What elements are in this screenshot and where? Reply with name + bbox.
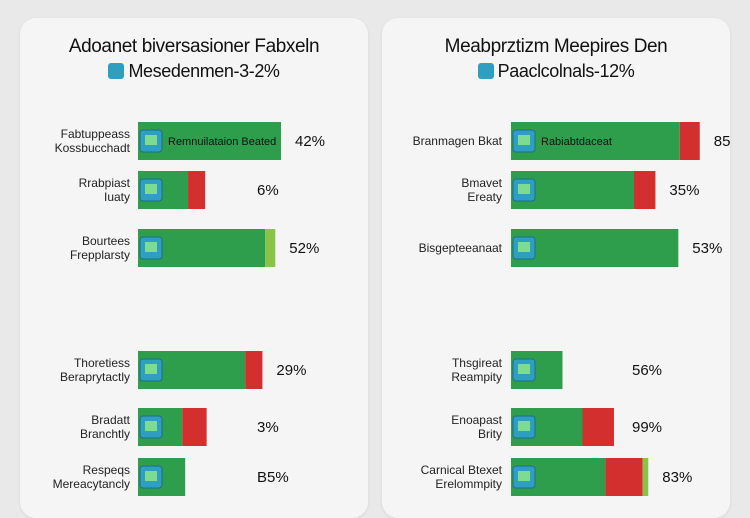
category-label: Rrabpiast Iuaty: [79, 176, 131, 204]
category-label: Branmagen Bkat: [413, 134, 503, 148]
building-icon-window: [145, 135, 157, 145]
category-label-line: Thsgireat: [452, 356, 503, 370]
building-icon-window: [518, 421, 530, 431]
chart-panel-left: Adoanet biversasioner Fabxeln Mesedenmen…: [20, 18, 368, 518]
building-icon-window: [518, 135, 530, 145]
category-label-line: Enoapast: [451, 413, 502, 427]
bar-segment: [582, 408, 614, 446]
bar-chart-right: Branmagen Bkat Rabiabtdaceat 85% BmavetErea…: [413, 122, 730, 496]
category-label: Bisgepteeanaat: [419, 241, 503, 255]
category-label-line: Respeqs: [83, 463, 130, 477]
bar-segment: [511, 229, 679, 267]
bar-inner-label: Rabiabtdaceat: [541, 136, 612, 148]
chart-title: Adoanet biversasioner Fabxeln: [68, 36, 320, 57]
value-label: 6%: [257, 182, 279, 199]
bar-inner-label: Remnuilataion Beated: [168, 136, 276, 148]
chart-title: Meabprztizm Meepires Den: [444, 36, 668, 57]
badge-icon: [108, 63, 125, 79]
bar-segment: [265, 229, 276, 267]
category-label-line: Bisgepteeanaat: [419, 241, 503, 255]
category-label: Enoapast Brity: [451, 413, 502, 441]
chart-panel-right: Meabprztizm Meepires Den Paaclcolnals-12…: [382, 18, 730, 518]
value-label: 35%: [669, 182, 699, 199]
building-icon-window: [518, 184, 530, 194]
value-label: 56%: [632, 362, 662, 379]
value-label: 83%: [662, 469, 692, 486]
value-label: 85%: [714, 133, 730, 150]
value-label: 3%: [257, 419, 279, 436]
category-label: Carnical Btexet Erelommpity: [421, 463, 503, 491]
bar-segment: [182, 408, 207, 446]
category-label-line: Bourtees: [82, 234, 130, 248]
category-label: Fabtuppeass Kossbucchadt: [55, 127, 131, 155]
value-label: 52%: [289, 240, 319, 257]
category-label: Bourtees Frepplarsty: [70, 234, 130, 262]
building-icon-window: [518, 364, 530, 374]
category-label: Thsgireat Reampity: [451, 356, 502, 384]
building-icon-window: [145, 471, 157, 481]
category-label-line: Reampity: [451, 370, 502, 384]
category-label-line: Mereacytancly: [53, 477, 130, 491]
category-label-line: Fabtuppeass: [61, 127, 130, 141]
bar-segment: [642, 458, 649, 496]
category-label: Respeqs Mereacytancly: [53, 463, 130, 491]
bar-segment: [633, 171, 656, 209]
category-label-line: Erelommpity: [435, 477, 502, 491]
bar-chart-left: Fabtuppeass Kossbucchadt Remnuilataion Bea…: [53, 122, 325, 496]
category-label-line: Bradatt: [91, 413, 130, 427]
chart-subtitle-text: Mesedenmen-3-2%: [128, 61, 280, 81]
bar-segment: [605, 458, 643, 496]
badge-icon: [477, 63, 494, 79]
category-label-line: Branmagen Bkat: [413, 134, 503, 148]
chart-subtitle: Paaclcolnals-12%: [382, 61, 730, 82]
building-icon-window: [145, 364, 157, 374]
bar-segment: [511, 122, 680, 160]
category-label-line: Ereaty: [467, 190, 502, 204]
building-icon-window: [145, 184, 157, 194]
category-label-line: Kossbucchadt: [55, 141, 131, 155]
bar-segment: [188, 171, 206, 209]
category-label: Bradatt Branchtly: [80, 413, 131, 441]
value-label: 29%: [276, 362, 306, 379]
building-icon-window: [145, 421, 157, 431]
value-label: 53%: [692, 240, 722, 257]
value-label: B5%: [257, 469, 289, 486]
bar-segment: [245, 351, 263, 389]
building-icon-window: [518, 242, 530, 252]
category-label-line: Branchtly: [80, 427, 130, 441]
chart-subtitle-text: Paaclcolnals-12%: [497, 61, 635, 81]
category-label-line: Carnical Btexet: [421, 463, 503, 477]
building-icon-window: [145, 242, 157, 252]
category-label-line: Bmavet: [461, 176, 502, 190]
category-label-line: Rrabpiast: [79, 176, 131, 190]
category-label-line: Thoretiess: [74, 356, 130, 370]
category-label-line: Beraprytactly: [60, 370, 130, 384]
chart-subtitle: Mesedenmen-3-2%: [20, 61, 368, 82]
category-label-line: Brity: [478, 427, 502, 441]
value-label: 42%: [295, 133, 325, 150]
category-label: Bmavet Ereaty: [461, 176, 502, 204]
bar-segment: [679, 122, 700, 160]
building-icon-window: [518, 471, 530, 481]
category-label: Thoretiess Beraprytactly: [60, 356, 130, 384]
value-label: 99%: [632, 419, 662, 436]
category-label-line: Frepplarsty: [70, 248, 130, 262]
category-label-line: Iuaty: [104, 190, 130, 204]
